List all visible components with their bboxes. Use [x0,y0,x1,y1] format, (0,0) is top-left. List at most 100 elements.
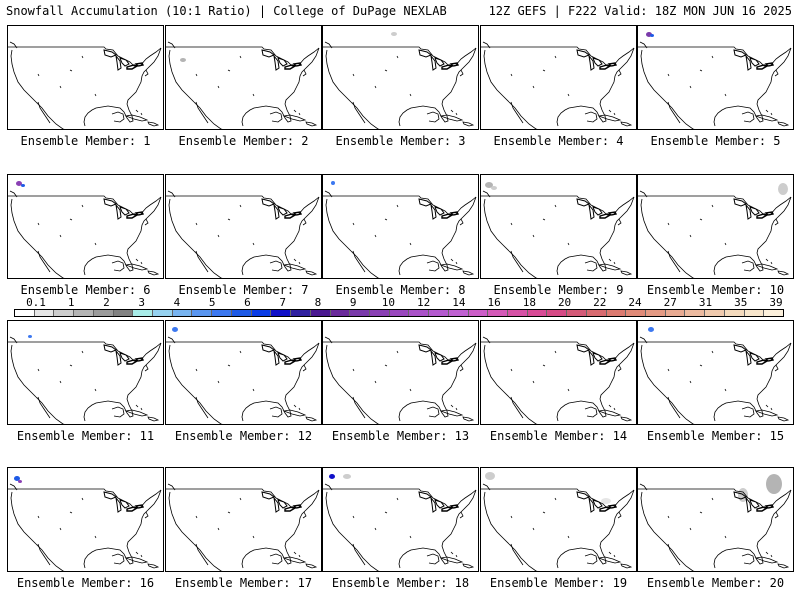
color-scale-tick-label: 20 [557,296,572,309]
color-scale-swatch [133,310,154,316]
ensemble-map-panel [637,467,794,572]
ensemble-member-label: Ensemble Member: 15 [646,429,785,443]
color-scale-tick-label: 2 [103,296,110,309]
ensemble-map-panel [322,174,479,279]
color-scale-tick-label: 31 [698,296,713,309]
color-scale-swatch [291,310,311,316]
ensemble-map-panel [165,174,322,279]
map-title: Snowfall Accumulation (10:1 Ratio) | Col… [6,4,447,18]
color-scale-swatch [507,310,528,316]
color-scale-swatch [153,310,173,316]
color-scale-bar [14,309,784,317]
color-scale-swatch [586,310,607,316]
model-run-info: 12Z GEFS | F222 Valid: 18Z MON JUN 16 20… [488,4,792,18]
color-scale-swatch [15,310,35,316]
color-scale-swatch [705,310,725,316]
ensemble-member-label: Ensemble Member: 19 [489,576,628,590]
color-scale-tick-label: 12 [416,296,431,309]
color-scale-swatch [330,310,351,316]
color-scale-swatch [271,310,292,316]
color-scale-swatch [646,310,666,316]
ensemble-member-label: Ensemble Member: 13 [331,429,470,443]
ensemble-map-panel [480,25,637,130]
color-scale-swatch [350,310,370,316]
ensemble-member-label: Ensemble Member: 3 [335,134,466,148]
color-scale-tick-label: 3 [138,296,146,309]
ensemble-map-panel [322,25,479,130]
color-scale-tick-label: 18 [522,296,536,309]
ensemble-map-panel [165,467,322,572]
color-scale-swatch [567,310,587,316]
ensemble-member-label: Ensemble Member: 10 [646,283,785,297]
ensemble-map-panel [480,174,637,279]
color-scale-swatch [34,310,55,316]
color-scale-swatch [192,310,213,316]
color-scale-swatch [448,310,469,316]
ensemble-map-panel [637,174,794,279]
color-scale-tick-label: 10 [381,296,395,309]
color-scale-swatch [488,310,508,316]
ensemble-member-label: Ensemble Member: 18 [331,576,470,590]
color-scale-swatch [527,310,548,316]
ensemble-member-label: Ensemble Member: 6 [20,283,151,297]
ensemble-member-label: Ensemble Member: 14 [489,429,628,443]
ensemble-map-panel [322,320,479,425]
color-scale-tick-label: 6 [244,296,251,309]
color-scale-tick-label: 0.1 [26,296,46,309]
ensemble-map-panel [7,174,164,279]
color-scale-tick-label: 24 [628,296,642,309]
ensemble-member-label: Ensemble Member: 2 [178,134,309,148]
ensemble-map-panel [165,25,322,130]
color-scale-swatch [54,310,75,316]
color-scale-swatch [251,310,272,316]
ensemble-member-label: Ensemble Member: 11 [16,429,155,443]
color-scale-swatch [212,310,232,316]
color-scale-tick-label: 22 [593,296,607,309]
ensemble-member-label: Ensemble Member: 9 [493,283,624,297]
ensemble-map-panel [165,320,322,425]
ensemble-member-label: Ensemble Member: 16 [16,576,155,590]
color-scale-swatch [231,310,252,316]
ensemble-member-label: Ensemble Member: 4 [493,134,624,148]
color-scale-swatch [93,310,114,316]
ensemble-member-label: Ensemble Member: 5 [650,134,781,148]
color-scale-swatch [113,310,134,316]
color-scale-swatch [429,310,449,316]
color-scale-tick-label: 39 [769,296,783,309]
ensemble-map-panel [480,320,637,425]
ensemble-member-label: Ensemble Member: 1 [20,134,151,148]
color-scale-swatch [606,310,627,316]
color-scale-tick-label: 14 [452,296,466,309]
ensemble-member-label: Ensemble Member: 17 [174,576,313,590]
color-scale-tick-label: 5 [208,296,216,309]
color-scale-tick-label: 35 [734,296,748,309]
color-scale-swatch [468,310,489,316]
color-scale-swatch [764,310,784,316]
color-scale-swatch [310,310,331,316]
ensemble-map-panel [637,320,794,425]
color-scale-swatch [74,310,94,316]
ensemble-member-label: Ensemble Member: 7 [178,283,309,297]
color-scale-swatch [724,310,745,316]
ensemble-map-panel [7,320,164,425]
ensemble-map-panel [322,467,479,572]
color-scale-tick-label: 7 [279,296,286,309]
color-scale-swatch [369,310,390,316]
color-scale-tick-label: 8 [314,296,322,309]
color-scale-tick-label: 4 [173,296,181,309]
ensemble-member-label: Ensemble Member: 12 [174,429,313,443]
ensemble-member-label: Ensemble Member: 8 [335,283,466,297]
color-scale-swatch [172,310,193,316]
ensemble-member-label: Ensemble Member: 20 [646,576,785,590]
color-scale-swatch [389,310,410,316]
ensemble-map-panel [480,467,637,572]
color-scale-swatch [409,310,430,316]
ensemble-map-panel [7,25,164,130]
ensemble-map-panel [637,25,794,130]
color-scale-swatch [626,310,646,316]
color-scale-tick-label: 27 [663,296,677,309]
color-scale-swatch [685,310,706,316]
color-scale-swatch [547,310,568,316]
color-scale-labels: 0.1 1 2 3 4 5 6 7 8 9 10 12 14 16 18 20 22 24 27 31 35 39 [14,296,786,309]
color-scale-tick-label: 9 [349,296,357,309]
